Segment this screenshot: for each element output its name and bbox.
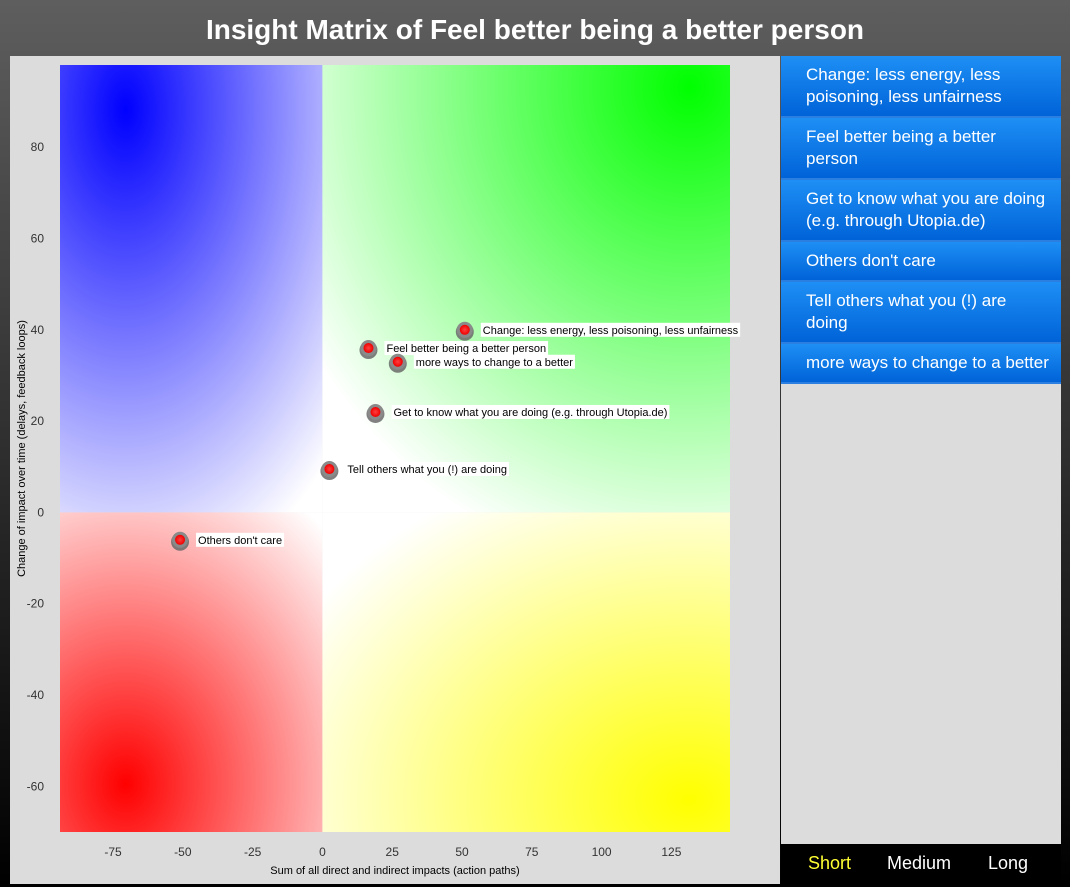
y-tick-label: 60 [31,231,45,245]
timeframe-medium-button[interactable]: Medium [887,853,952,873]
data-point-label: Feel better being a better person [386,343,546,355]
sidebar-item[interactable]: Change: less energy, less poisoning, les… [781,56,1061,118]
data-point-marker [459,324,470,335]
sidebar-item[interactable]: Others don't care [781,242,1061,282]
data-point-label: Change: less energy, less poisoning, les… [483,325,739,337]
data-point: Feel better being a better person [359,340,549,360]
data-point-marker [175,534,186,545]
data-point: more ways to change to a better [388,353,575,373]
data-point-marker [370,406,381,417]
y-tick-label: 40 [31,323,45,337]
data-point: Tell others what you (!) are doing [320,461,509,481]
y-axis-label: Change of impact over time (delays, feed… [16,320,28,577]
data-point-label-bg [413,354,575,369]
sidebar-item[interactable]: Tell others what you (!) are doing [781,282,1061,344]
sidebar-item[interactable]: Feel better being a better person [781,118,1061,180]
data-point-label: Tell others what you (!) are doing [347,464,507,476]
x-tick-label: 100 [592,845,612,859]
y-tick-label: 20 [31,414,45,428]
x-tick-label: -25 [244,845,262,859]
x-tick-label: -75 [104,845,122,859]
data-point-marker [324,464,335,475]
data-point-label-bg [345,462,509,477]
data-point-label: Others don't care [198,535,282,547]
y-tick-label: -60 [27,779,45,793]
data-point: Others don't care [171,531,285,551]
quadrant-top-right [322,65,730,513]
x-tick-label: 25 [386,845,400,859]
y-tick-label: 80 [31,140,45,154]
sidebar: Change: less energy, less poisoning, les… [781,56,1061,844]
x-tick-label: 50 [455,845,469,859]
data-point-label-bg [391,404,670,419]
y-tick-label: -40 [27,688,45,702]
data-point-marker [363,343,374,354]
x-axis-label: Sum of all direct and indirect impacts (… [270,865,519,877]
data-point: Change: less energy, less poisoning, les… [455,321,741,341]
x-tick-label: 0 [319,845,326,859]
data-point-label: more ways to change to a better [416,357,573,369]
data-point-label: Get to know what you are doing (e.g. thr… [393,407,667,419]
quadrant-bottom-left [60,512,323,832]
timeframe-short-button[interactable]: Short [808,853,852,873]
data-point-marker [392,356,403,367]
x-tick-label: -50 [174,845,192,859]
x-tick-label: 125 [661,845,681,859]
data-point-label-bg [384,341,549,356]
timeframe-bar: Short Medium Long [781,844,1061,884]
insight-matrix-chart: -75 -50 -25 0 25 50 75 100 125 -60 -40 -20 0 20 40 60 80… [16,65,741,877]
y-tick-label: -20 [27,597,45,611]
data-point-label-bg [196,532,285,547]
page-title: Insight Matrix of Feel better being a be… [205,14,865,45]
timeframe-long-button[interactable]: Long [988,853,1029,873]
quadrant-bottom-right [322,512,730,832]
data-point-label-bg [480,322,741,337]
quadrant-top-left [60,65,323,513]
chart-panel: -75 -50 -25 0 25 50 75 100 125 -60 -40 -20 0 20 40 60 80… [10,56,780,884]
data-point: Get to know what you are doing (e.g. thr… [366,403,670,423]
x-tick-label: 75 [525,845,539,859]
y-tick-label: 0 [37,505,44,519]
sidebar-item[interactable]: more ways to change to a better [781,344,1061,384]
sidebar-item[interactable]: Get to know what you are doing (e.g. thr… [781,180,1061,242]
